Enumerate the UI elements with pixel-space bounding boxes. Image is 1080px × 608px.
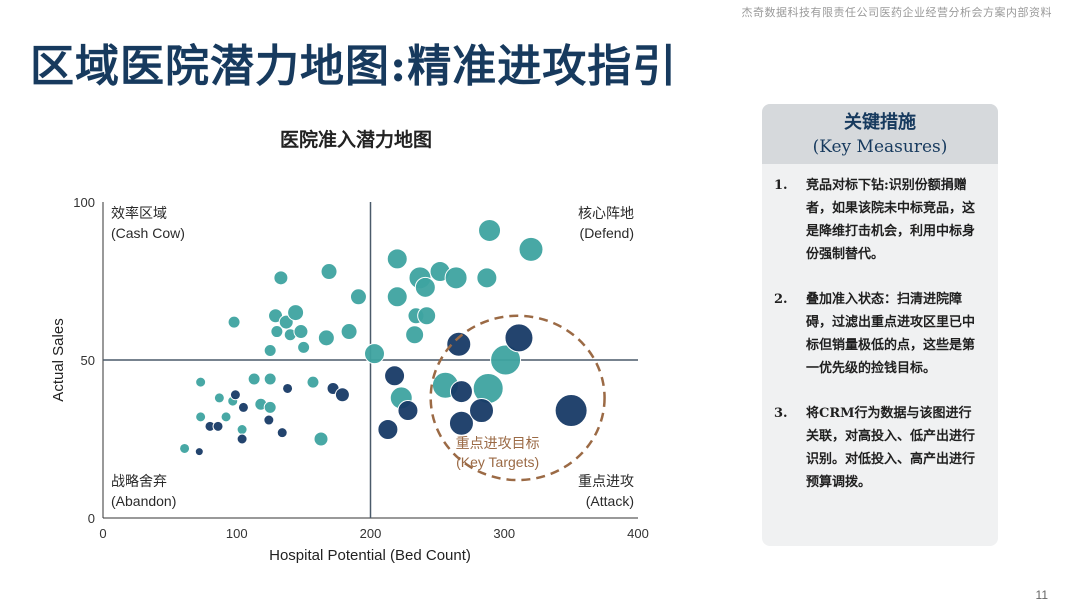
data-point	[397, 400, 419, 422]
data-point	[263, 372, 277, 386]
x-tick-label: 200	[360, 526, 382, 541]
target-zone-ring	[429, 314, 606, 482]
data-point	[263, 414, 275, 426]
data-point	[478, 218, 502, 242]
quadrant-sublabel: (Attack)	[586, 493, 634, 509]
data-point	[270, 325, 284, 339]
y-axis-label: Actual Sales	[50, 318, 67, 401]
measure-text: 将CRM行为数据与该图进行关联，对高投入、低产出进行识别。对低投入、高产出进行预…	[806, 406, 976, 490]
data-point	[340, 323, 358, 341]
measure-text: 叠加准入状态：扫清进院障碍，过滤出重点进攻区里已中标但销量极低的点，这些是第一优…	[806, 292, 976, 376]
page-number: 11	[1035, 588, 1048, 602]
target-zone-label: 重点进攻目标	[456, 435, 540, 451]
y-tick-label: 100	[73, 195, 95, 210]
key-measures-panel: 关键措施 (Key Measures) 1. 竞品对标下钻:识别份额捐赠者，如果…	[762, 104, 998, 546]
measure-number: 3.	[774, 406, 788, 421]
data-point	[287, 304, 305, 322]
measure-item: 3. 将CRM行为数据与该图进行关联，对高投入、低产出进行识别。对低投入、高产出…	[774, 402, 984, 494]
measures-list: 1. 竞品对标下钻:识别份额捐赠者，如果该院未中标竞品，这是降维打击机会，利用中…	[762, 164, 998, 494]
data-point	[469, 398, 495, 424]
scatter-chart: 重点进攻目标(Key Targets) 0 100 200 300 400050100 …	[50, 195, 649, 564]
data-point	[320, 263, 338, 281]
target-zone: 重点进攻目标 (Key Targets)	[429, 314, 606, 482]
quadrant-sublabel: (Cash Cow)	[111, 225, 185, 241]
data-point	[220, 411, 232, 423]
data-point	[213, 392, 225, 404]
data-point	[263, 344, 277, 358]
data-point	[194, 447, 204, 457]
data-point	[377, 419, 399, 441]
data-point	[263, 400, 277, 414]
data-point	[504, 323, 534, 353]
data-point	[236, 433, 248, 445]
quadrant-labels: 效率区域 (Cash Cow) 核心阵地 (Defend) 战略舍弃 (Abandon) 重…	[111, 205, 634, 509]
measure-item: 2. 叠加准入状态：扫清进院障碍，过滤出重点进攻区里已中标但销量极低的点，这些是…	[774, 288, 984, 380]
data-point	[229, 389, 241, 401]
x-tick-label: 100	[226, 526, 248, 541]
data-point	[212, 420, 224, 432]
data-point	[386, 286, 408, 308]
data-point	[448, 410, 474, 436]
data-point	[444, 266, 468, 290]
data-point	[237, 401, 249, 413]
chart-title: 医院准入潜力地图	[280, 129, 433, 151]
data-point	[334, 387, 350, 403]
data-point	[313, 431, 329, 447]
quadrant-label: 重点进攻	[578, 473, 634, 489]
measure-item: 1. 竞品对标下钻:识别份额捐赠者，如果该院未中标竞品，这是降维打击机会，利用中…	[774, 174, 984, 266]
x-tick-label: 0	[99, 526, 106, 541]
x-tick-label: 300	[493, 526, 515, 541]
data-point	[247, 372, 261, 386]
data-point	[179, 442, 191, 454]
measure-number: 1.	[774, 178, 788, 193]
data-point	[282, 382, 294, 394]
data-point	[554, 394, 588, 428]
target-zone-sublabel: (Key Targets)	[456, 454, 539, 470]
data-point	[384, 365, 406, 387]
quadrant-sublabel: (Abandon)	[111, 493, 176, 509]
data-point	[476, 267, 498, 289]
data-point	[405, 325, 425, 345]
data-point	[317, 329, 335, 347]
data-point	[490, 344, 522, 376]
data-point	[297, 340, 311, 354]
data-point	[273, 270, 289, 286]
data-point	[236, 424, 248, 436]
key-measures-subtitle: (Key Measures)	[812, 137, 948, 157]
data-point	[306, 375, 320, 389]
data-point	[386, 248, 408, 270]
x-axis-label: Hospital Potential (Bed Count)	[269, 547, 471, 564]
quadrant-label: 效率区域	[111, 205, 167, 221]
data-point	[449, 380, 473, 404]
data-point	[364, 343, 386, 365]
quadrant-label: 战略舍弃	[111, 473, 167, 489]
data-point	[276, 427, 288, 439]
header-note: 杰奇数据科技有限责任公司医药企业经营分析会方案内部资料	[741, 6, 1052, 19]
data-point	[414, 276, 436, 298]
data-point	[446, 331, 472, 357]
measure-text: 竞品对标下钻:识别份额捐赠者，如果该院未中标竞品，这是降维打击机会，利用中标身份…	[806, 178, 976, 262]
measure-number: 2.	[774, 292, 788, 307]
quadrant-sublabel: (Defend)	[580, 225, 634, 241]
data-point	[227, 315, 241, 329]
data-point	[417, 306, 437, 326]
y-tick-label: 0	[88, 511, 95, 526]
data-point	[195, 376, 207, 388]
chart-points	[179, 218, 588, 457]
data-point	[349, 288, 367, 306]
x-tick-label: 400	[627, 526, 649, 541]
key-measures-header: 关键措施 (Key Measures)	[762, 104, 998, 164]
key-measures-title: 关键措施	[844, 112, 916, 133]
data-point	[293, 324, 309, 340]
y-tick-label: 50	[81, 353, 95, 368]
data-point	[518, 236, 544, 262]
quadrant-label: 核心阵地	[578, 205, 634, 221]
axis-ticks: 0 100 200 300 400 0 50 100	[73, 195, 649, 541]
data-point	[195, 411, 207, 423]
page-title: 区域医院潜力地图:精准进攻指引	[30, 41, 678, 92]
